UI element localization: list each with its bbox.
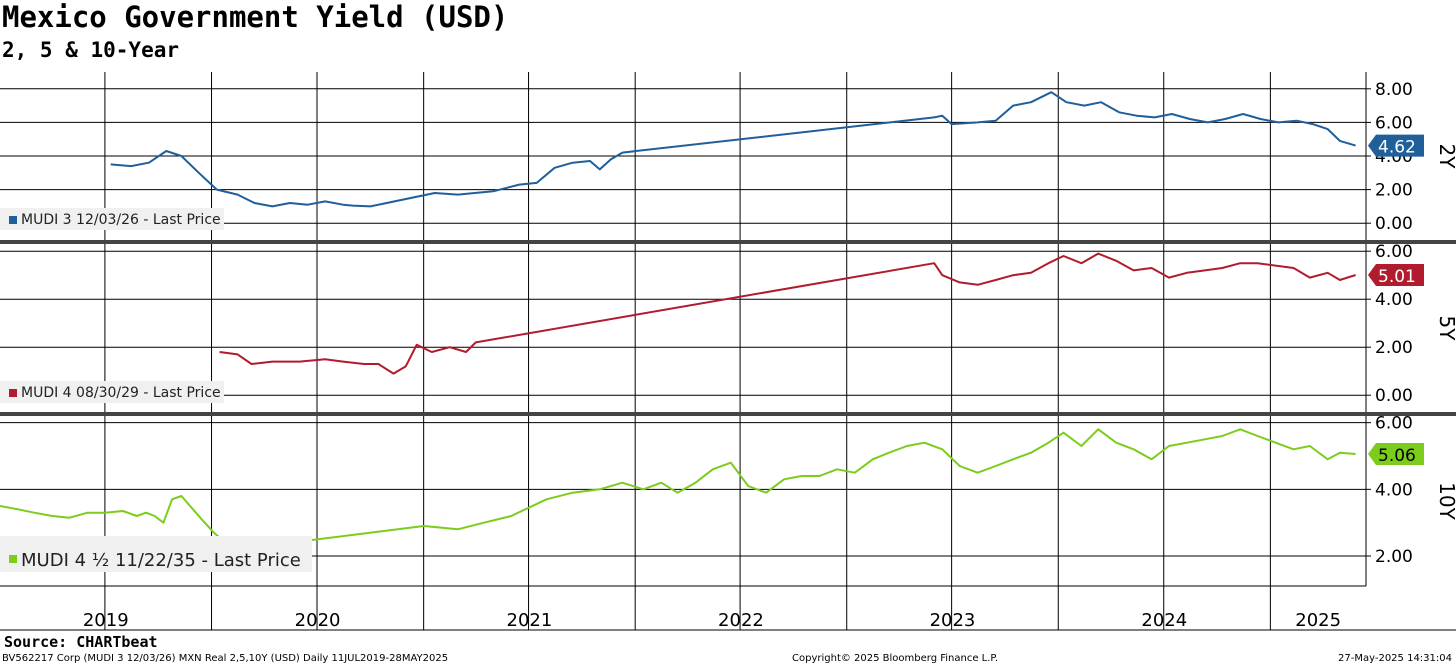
legend-label: MUDI 4 ½ 11/22/35 - Last Price (21, 550, 301, 571)
footer-timestamp: 27-May-2025 14:31:04 (1338, 653, 1452, 664)
y-tick-label: 2.00 (1375, 338, 1413, 358)
x-tick-label: 2019 (83, 610, 129, 631)
series-line-2y (110, 91, 1356, 208)
last-value-tag (1368, 263, 1424, 286)
last-value-tag (1368, 443, 1424, 465)
legend-box (0, 381, 224, 403)
x-tick-label: 2020 (295, 610, 341, 631)
y-tick-label: 0.00 (1375, 214, 1413, 234)
panel-separator (0, 240, 1456, 244)
x-tick-label: 2021 (507, 610, 553, 631)
legend-box (0, 208, 224, 230)
y-tick-label: 2.00 (1375, 547, 1413, 567)
legend-label: MUDI 3 12/03/26 - Last Price (21, 212, 221, 228)
last-value-tag (1368, 134, 1424, 157)
y-tick-label: 4.00 (1375, 290, 1413, 310)
y-tick-label: 2.00 (1375, 181, 1413, 201)
legend-box (0, 536, 312, 572)
footer-description: BV562217 Corp (MUDI 3 12/03/26) MXN Real… (2, 653, 449, 664)
panel-label-2y: 2Y (1435, 144, 1456, 170)
y-tick-label: 6.00 (1375, 242, 1413, 262)
y-tick-label: 8.00 (1375, 80, 1413, 100)
chart-title: Mexico Government Yield (USD) (2, 0, 509, 34)
legend-swatch (9, 389, 17, 397)
legend-swatch (9, 555, 17, 563)
panel-label-5y: 5Y (1435, 316, 1456, 342)
last-value-label: 4.62 (1378, 138, 1416, 158)
y-tick-label: 4.00 (1375, 480, 1413, 500)
y-tick-label: 0.00 (1375, 386, 1413, 406)
panel-label-10y: 10Y (1435, 482, 1456, 520)
last-value-label: 5.01 (1378, 267, 1416, 287)
y-tick-label: 6.00 (1375, 113, 1413, 133)
panel-separator (0, 412, 1456, 416)
series-line-5y (219, 252, 1356, 375)
footer-copyright: Copyright© 2025 Bloomberg Finance L.P. (792, 653, 999, 664)
source-label: Source: CHARTbeat (4, 633, 158, 651)
last-value-label: 5.06 (1378, 446, 1416, 466)
legend-label: MUDI 4 08/30/29 - Last Price (21, 385, 221, 401)
y-tick-label: 6.00 (1375, 414, 1413, 434)
chart-subtitle: 2, 5 & 10-Year (2, 38, 180, 62)
x-tick-label: 2022 (718, 610, 764, 631)
legend-swatch (9, 216, 17, 224)
x-tick-label: 2024 (1141, 610, 1187, 631)
x-tick-label: 2025 (1295, 610, 1341, 631)
series-line-10y (0, 428, 1356, 551)
x-tick-label: 2023 (930, 610, 976, 631)
